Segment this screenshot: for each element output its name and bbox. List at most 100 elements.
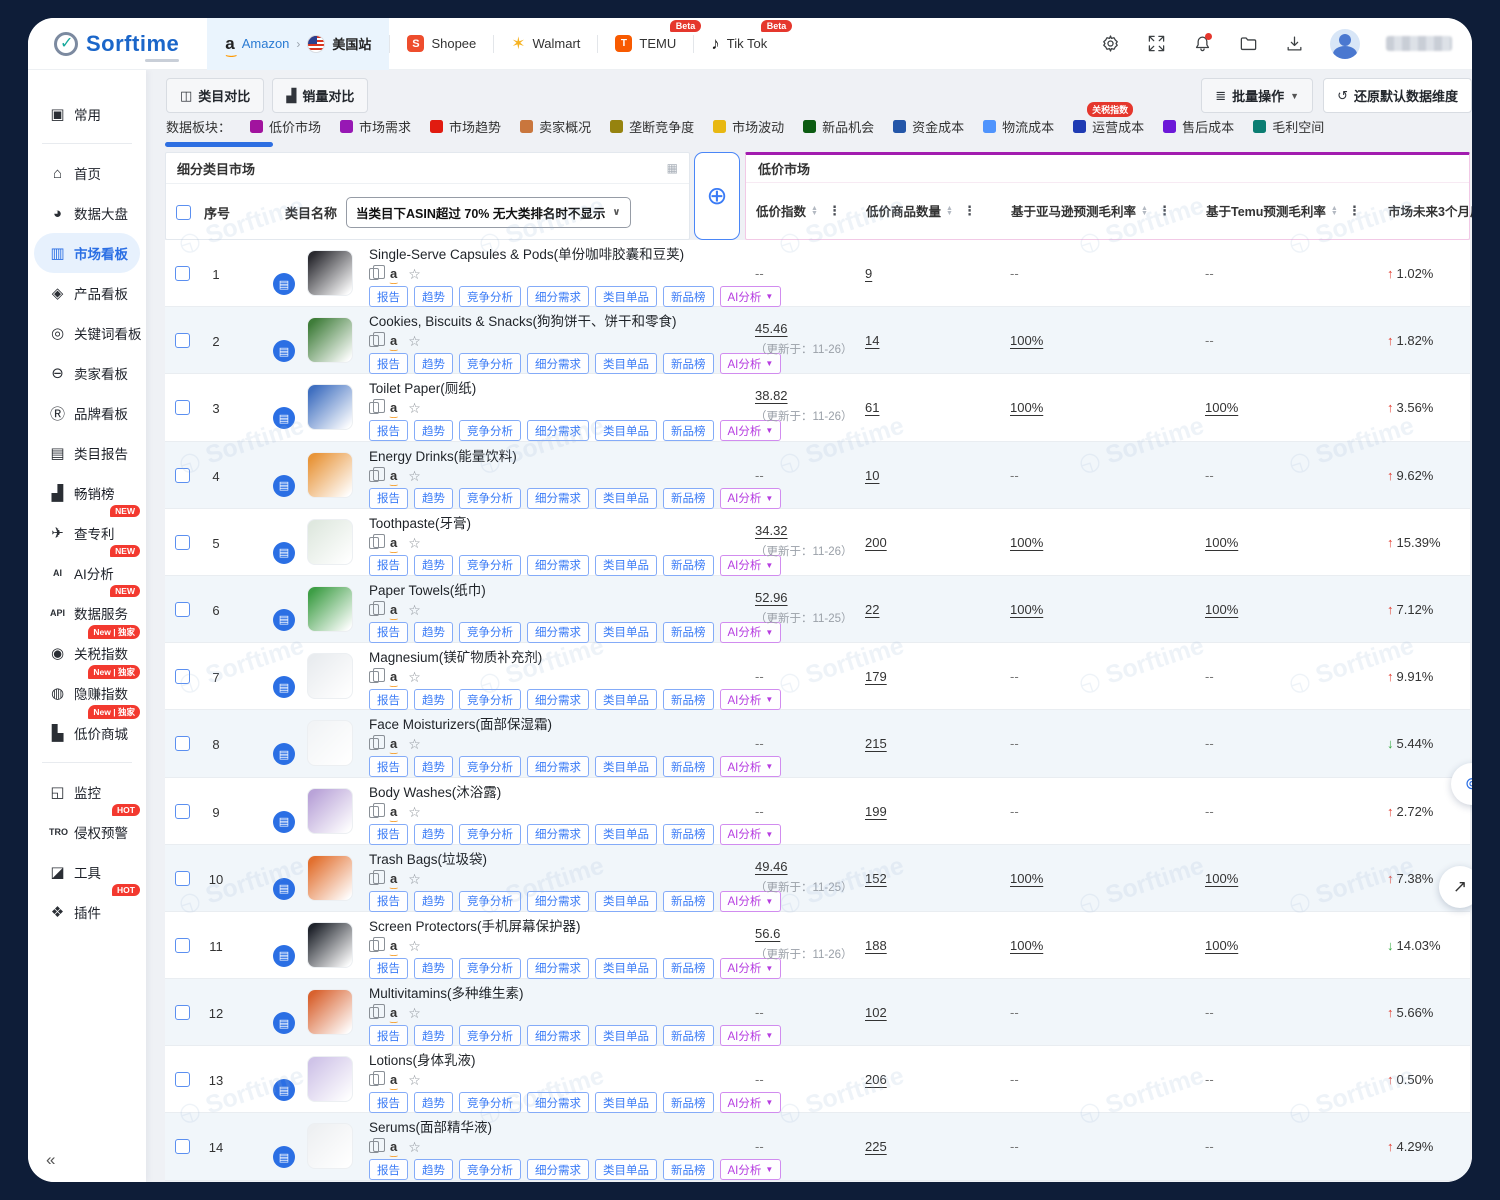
sidebar-item-brand[interactable]: Ⓡ 品牌看板 [34,393,140,433]
settings-gear-icon[interactable] [1100,34,1120,54]
sidebar-item-tro[interactable]: TRO 侵权预警 HOT [34,804,140,852]
row-action-button[interactable]: 新品榜 [663,286,714,307]
row-checkbox[interactable] [175,1139,190,1155]
row-action-button[interactable]: 报告 [369,1025,408,1047]
category-name[interactable]: Single-Serve Capsules & Pods(单份咖啡胶囊和豆荚) [369,247,685,262]
category-report-icon[interactable]: ▤ [273,944,295,967]
tab-walmart[interactable]: ✶ Walmart [494,18,597,70]
category-name[interactable]: Screen Protectors(手机屏幕保护器) [369,918,581,934]
row-action-button[interactable]: 细分需求 [527,353,589,375]
legend-item[interactable]: 市场波动 [713,117,784,136]
legend-item[interactable]: 资金成本 [893,117,964,136]
copy-icon[interactable] [369,265,385,280]
category-report-icon[interactable]: ▤ [273,743,295,766]
amazon-link-icon[interactable]: a [390,334,398,351]
category-name[interactable]: Energy Drinks(能量饮料) [369,448,517,464]
row-action-button[interactable]: 类目单品 [595,286,657,307]
favorite-star-icon[interactable]: ☆ [408,870,421,887]
favorite-star-icon[interactable]: ☆ [408,803,421,820]
sort-icon[interactable]: ▲ ▼ [1330,204,1338,217]
favorite-star-icon[interactable]: ☆ [408,400,421,417]
row-ai-analysis-button[interactable]: AI分析 ▼ [719,823,782,845]
copy-icon[interactable] [369,1004,385,1020]
folder-icon[interactable] [1238,34,1258,54]
row-action-button[interactable]: 竞争分析 [459,353,521,375]
row-action-button[interactable]: 报告 [369,957,408,979]
row-action-button[interactable]: 细分需求 [527,823,589,845]
tab-tiktok[interactable]: ♪ Tik Tok Beta [694,18,793,70]
category-name[interactable]: Magnesium(镁矿物质补充剂) [369,650,543,666]
category-report-icon[interactable]: ▤ [273,877,295,900]
row-action-button[interactable]: 报告 [369,1092,408,1114]
legend-item[interactable]: 垄断竞争度 [610,117,694,136]
sort-icon[interactable]: ▲ ▼ [1141,204,1148,217]
row-action-button[interactable]: 趋势 [414,420,453,442]
quick-action-float-button[interactable]: ↗ [1439,866,1472,908]
row-action-button[interactable]: 新品榜 [663,689,714,711]
amazon-link-icon[interactable]: a [390,1140,398,1157]
row-checkbox[interactable] [175,467,190,483]
legend-item[interactable]: 运营成本 关税指数 [1073,102,1144,136]
row-action-button[interactable]: 趋势 [414,353,453,375]
row-checkbox[interactable] [175,1072,190,1088]
favorite-star-icon[interactable]: ☆ [408,1072,421,1089]
row-action-button[interactable]: 趋势 [414,554,453,576]
favorite-star-icon[interactable]: ☆ [408,333,421,350]
favorite-star-icon[interactable]: ☆ [408,601,421,618]
row-action-button[interactable]: 报告 [369,823,408,845]
row-action-button[interactable]: 报告 [369,621,408,643]
copy-icon[interactable] [369,802,385,818]
row-checkbox[interactable] [175,937,190,953]
row-action-button[interactable]: 竞争分析 [459,689,521,711]
row-ai-analysis-button[interactable]: AI分析 ▼ [719,554,782,576]
category-report-icon[interactable]: ▤ [273,1079,295,1102]
row-action-button[interactable]: 趋势 [414,823,453,845]
category-name[interactable]: Paper Towels(纸巾) [369,582,486,598]
row-action-button[interactable]: 细分需求 [527,1025,589,1047]
row-action-button[interactable]: 趋势 [414,1092,453,1114]
row-action-button[interactable]: 类目单品 [595,756,657,778]
sidebar-item-market[interactable]: ▥ 市场看板 [34,233,140,273]
row-ai-analysis-button[interactable]: AI分析 ▼ [719,1025,782,1047]
sidebar-item-shield[interactable]: ▣ 常用 [34,94,140,134]
amazon-link-icon[interactable]: a [390,536,398,553]
row-action-button[interactable]: 类目单品 [595,1025,657,1047]
sidebar-item-mall[interactable]: ▙ 低价商城 New | 独家 [34,705,140,753]
row-action-button[interactable]: 新品榜 [663,957,714,979]
row-action-button[interactable]: 新品榜 [663,353,714,375]
fullscreen-icon[interactable] [1146,34,1166,54]
sidebar-item-plugin[interactable]: ❖ 插件 HOT [34,884,140,932]
customer-service-float-button[interactable]: ⊚ [1451,763,1472,805]
row-action-button[interactable]: 趋势 [414,487,453,509]
row-action-button[interactable]: 报告 [369,756,408,778]
copy-icon[interactable] [369,668,385,684]
copy-icon[interactable] [369,1138,385,1154]
copy-icon[interactable] [369,533,385,549]
row-action-button[interactable]: 类目单品 [595,353,657,375]
row-action-button[interactable]: 新品榜 [663,756,714,778]
row-action-button[interactable]: 竞争分析 [459,420,521,442]
favorite-star-icon[interactable]: ☆ [408,266,421,282]
amazon-link-icon[interactable]: a [390,469,398,486]
column-menu-icon[interactable]: ⋮ [1347,202,1361,218]
amazon-link-icon[interactable]: a [390,805,398,822]
copy-icon[interactable] [369,399,385,415]
row-action-button[interactable]: 趋势 [414,621,453,643]
row-action-button[interactable]: 趋势 [414,286,453,307]
sidebar-item-chart[interactable]: ▟ 畅销榜 [34,473,140,513]
amazon-link-icon[interactable]: a [390,267,398,284]
row-action-button[interactable]: 新品榜 [663,1159,714,1181]
sidebar-item-api[interactable]: API 数据服务 NEW [34,585,140,633]
row-action-button[interactable]: 新品榜 [663,1025,714,1047]
row-action-button[interactable]: 竞争分析 [459,1159,521,1181]
row-checkbox[interactable] [175,1005,190,1021]
category-name[interactable]: Toilet Paper(厕纸) [369,381,477,397]
copy-icon[interactable] [369,735,385,751]
row-ai-analysis-button[interactable]: AI分析 ▼ [719,1092,782,1114]
row-action-button[interactable]: 类目单品 [595,1092,657,1114]
sidebar-item-report[interactable]: ▤ 类目报告 [34,433,140,473]
row-action-button[interactable]: 报告 [369,890,408,912]
category-report-icon[interactable]: ▤ [273,273,295,295]
row-action-button[interactable]: 类目单品 [595,487,657,509]
row-ai-analysis-button[interactable]: AI分析 ▼ [719,487,782,509]
